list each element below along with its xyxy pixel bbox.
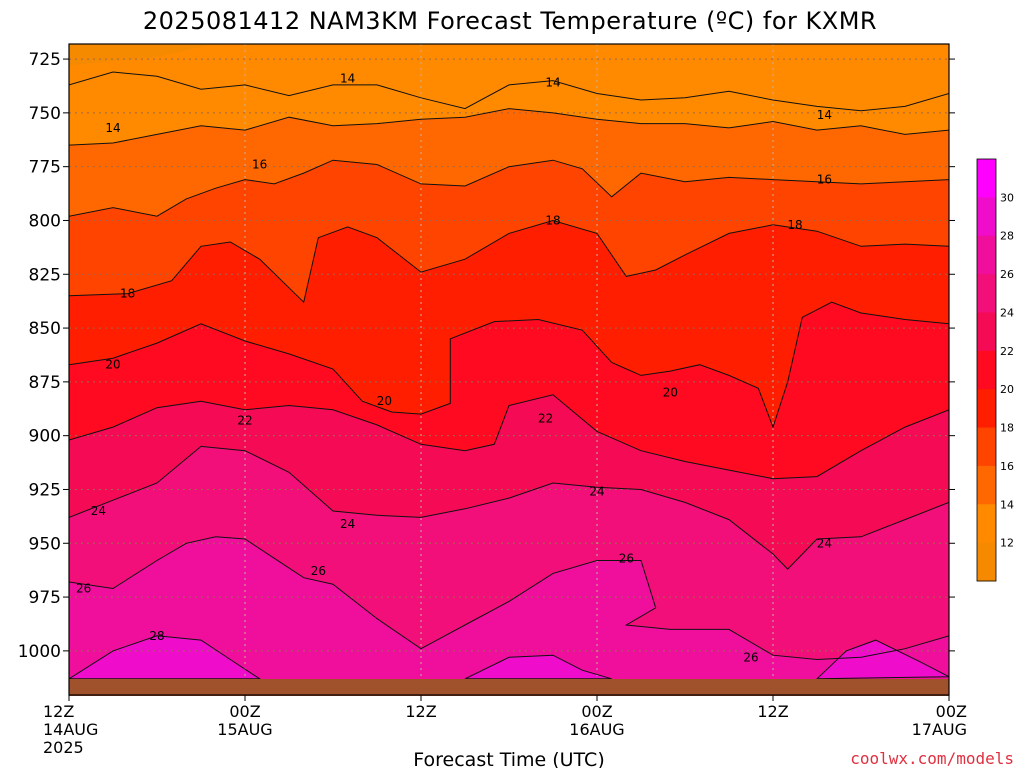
x-axis-label: Forecast Time (UTC) [413,749,604,768]
legend-swatch [977,159,996,198]
grid-lines [69,44,949,681]
isotherm-label: 20 [663,386,678,400]
isotherm-24 [69,445,949,570]
x-tick-label: 12Z [405,702,436,721]
legend-tick-label: 16 [1000,460,1014,473]
band-28-30 [69,635,260,679]
legend-tick-label: 24 [1000,306,1014,319]
isotherm-28 [815,639,949,680]
isotherm-label: 18 [545,213,560,227]
x-tick-label: 12Z [43,702,74,721]
color-legend: 12 14 16 18 20 22 24 26 28 30 [976,158,1014,582]
legend-swatch [977,504,996,544]
isotherm-22 [69,394,949,480]
legend-swatch [977,197,996,237]
legend-swatch [977,542,996,582]
x-tick-label: 14AUG [43,720,98,739]
isotherm-18 [69,219,949,304]
x-tick-label: 00Z [581,702,612,721]
legend-tick-label: 28 [1000,230,1014,243]
isotherm-lines [69,71,949,680]
isotherm-label: 14 [545,76,560,90]
isotherm-labels: 14 14 14 14 16 16 18 18 18 20 20 20 22 22 24 24 24 24 26 26… [76,71,832,664]
isotherm-label: 14 [105,121,120,135]
legend-swatch [977,235,996,275]
y-tick-label: 800 [29,211,61,231]
isotherm-label: 14 [817,108,832,122]
y-tick-label: 875 [29,373,61,393]
isotherm-16 [69,159,949,217]
isotherm-label: 16 [252,158,267,172]
isotherm-14 [69,71,949,112]
x-tick-label: 00Z [936,702,967,721]
legend-tick-label: 30 [1000,191,1014,204]
isotherm-label: 22 [538,411,553,425]
temperature-bands [69,44,949,681]
x-tick-label: 00Z [229,702,260,721]
isotherm-label: 24 [589,485,604,499]
isotherm-label: 24 [340,517,355,531]
credit-link[interactable]: coolwx.com/models [850,749,1014,768]
legend-tick-label: 22 [1000,345,1014,358]
legend-swatch [977,389,996,429]
y-tick-label: 750 [29,104,61,124]
y-axis: 725 750 775 800 825 850 875 900 925 950 975 1000 [18,50,955,662]
isotherm-14 [69,108,949,146]
x-tick-label: 17AUG [912,720,967,739]
legend-swatch [977,350,996,390]
ground-surface [69,679,949,696]
y-tick-label: 775 [29,158,61,178]
legend-tick-label: 12 [1000,537,1014,550]
isotherm-20 [69,301,949,429]
y-tick-label: 850 [29,319,61,339]
y-tick-label: 950 [29,534,61,554]
x-tick-label: 12Z [757,702,788,721]
isotherm-label: 22 [237,414,252,428]
isotherm-label: 20 [377,394,392,408]
y-tick-label: 900 [29,427,61,447]
band-26-28 [69,536,949,681]
isotherm-label: 26 [311,564,326,578]
isotherm-label: 24 [817,536,832,550]
chart-title: 2025081412 NAM3KM Forecast Temperature (… [143,7,877,35]
legend-swatch [977,274,996,313]
y-tick-label: 825 [29,265,61,285]
legend-tick-label: 18 [1000,422,1014,435]
legend-swatch [977,312,996,352]
legend-frame [976,158,997,582]
isotherm-label: 26 [743,650,758,664]
isotherm-label: 16 [817,173,832,187]
legend-swatch [977,427,996,467]
x-tick-label: 16AUG [569,720,624,739]
isotherm-28 [464,654,612,680]
y-tick-label: 925 [29,480,61,500]
y-tick-label: 725 [29,50,61,70]
plot-area: 14 14 14 14 16 16 18 18 18 20 20 20 22 22 24 24 24 24 26 26… [69,44,949,681]
x-tick-label: 2025 [43,738,84,757]
isotherm-label: 18 [787,218,802,232]
isotherm-label: 14 [340,71,355,85]
isotherm-label: 26 [619,551,634,565]
legend-tick-label: 20 [1000,383,1014,396]
isotherm-26 [69,536,949,661]
legend-tick-label: 26 [1000,268,1014,281]
legend-swatch [977,465,996,505]
isotherm-label: 28 [149,629,164,643]
plot-frame [68,43,950,696]
isotherm-label: 24 [91,504,106,518]
y-tick-label: 975 [29,588,61,608]
isotherm-label: 18 [120,287,135,301]
x-tick-label: 15AUG [217,720,272,739]
isotherm-label: 20 [105,358,120,372]
isotherm-28 [69,635,262,680]
band-below-12 [69,44,216,66]
isotherm-label: 26 [76,581,91,595]
legend-tick-label: 14 [1000,498,1014,511]
y-tick-label: 1000 [18,642,61,662]
